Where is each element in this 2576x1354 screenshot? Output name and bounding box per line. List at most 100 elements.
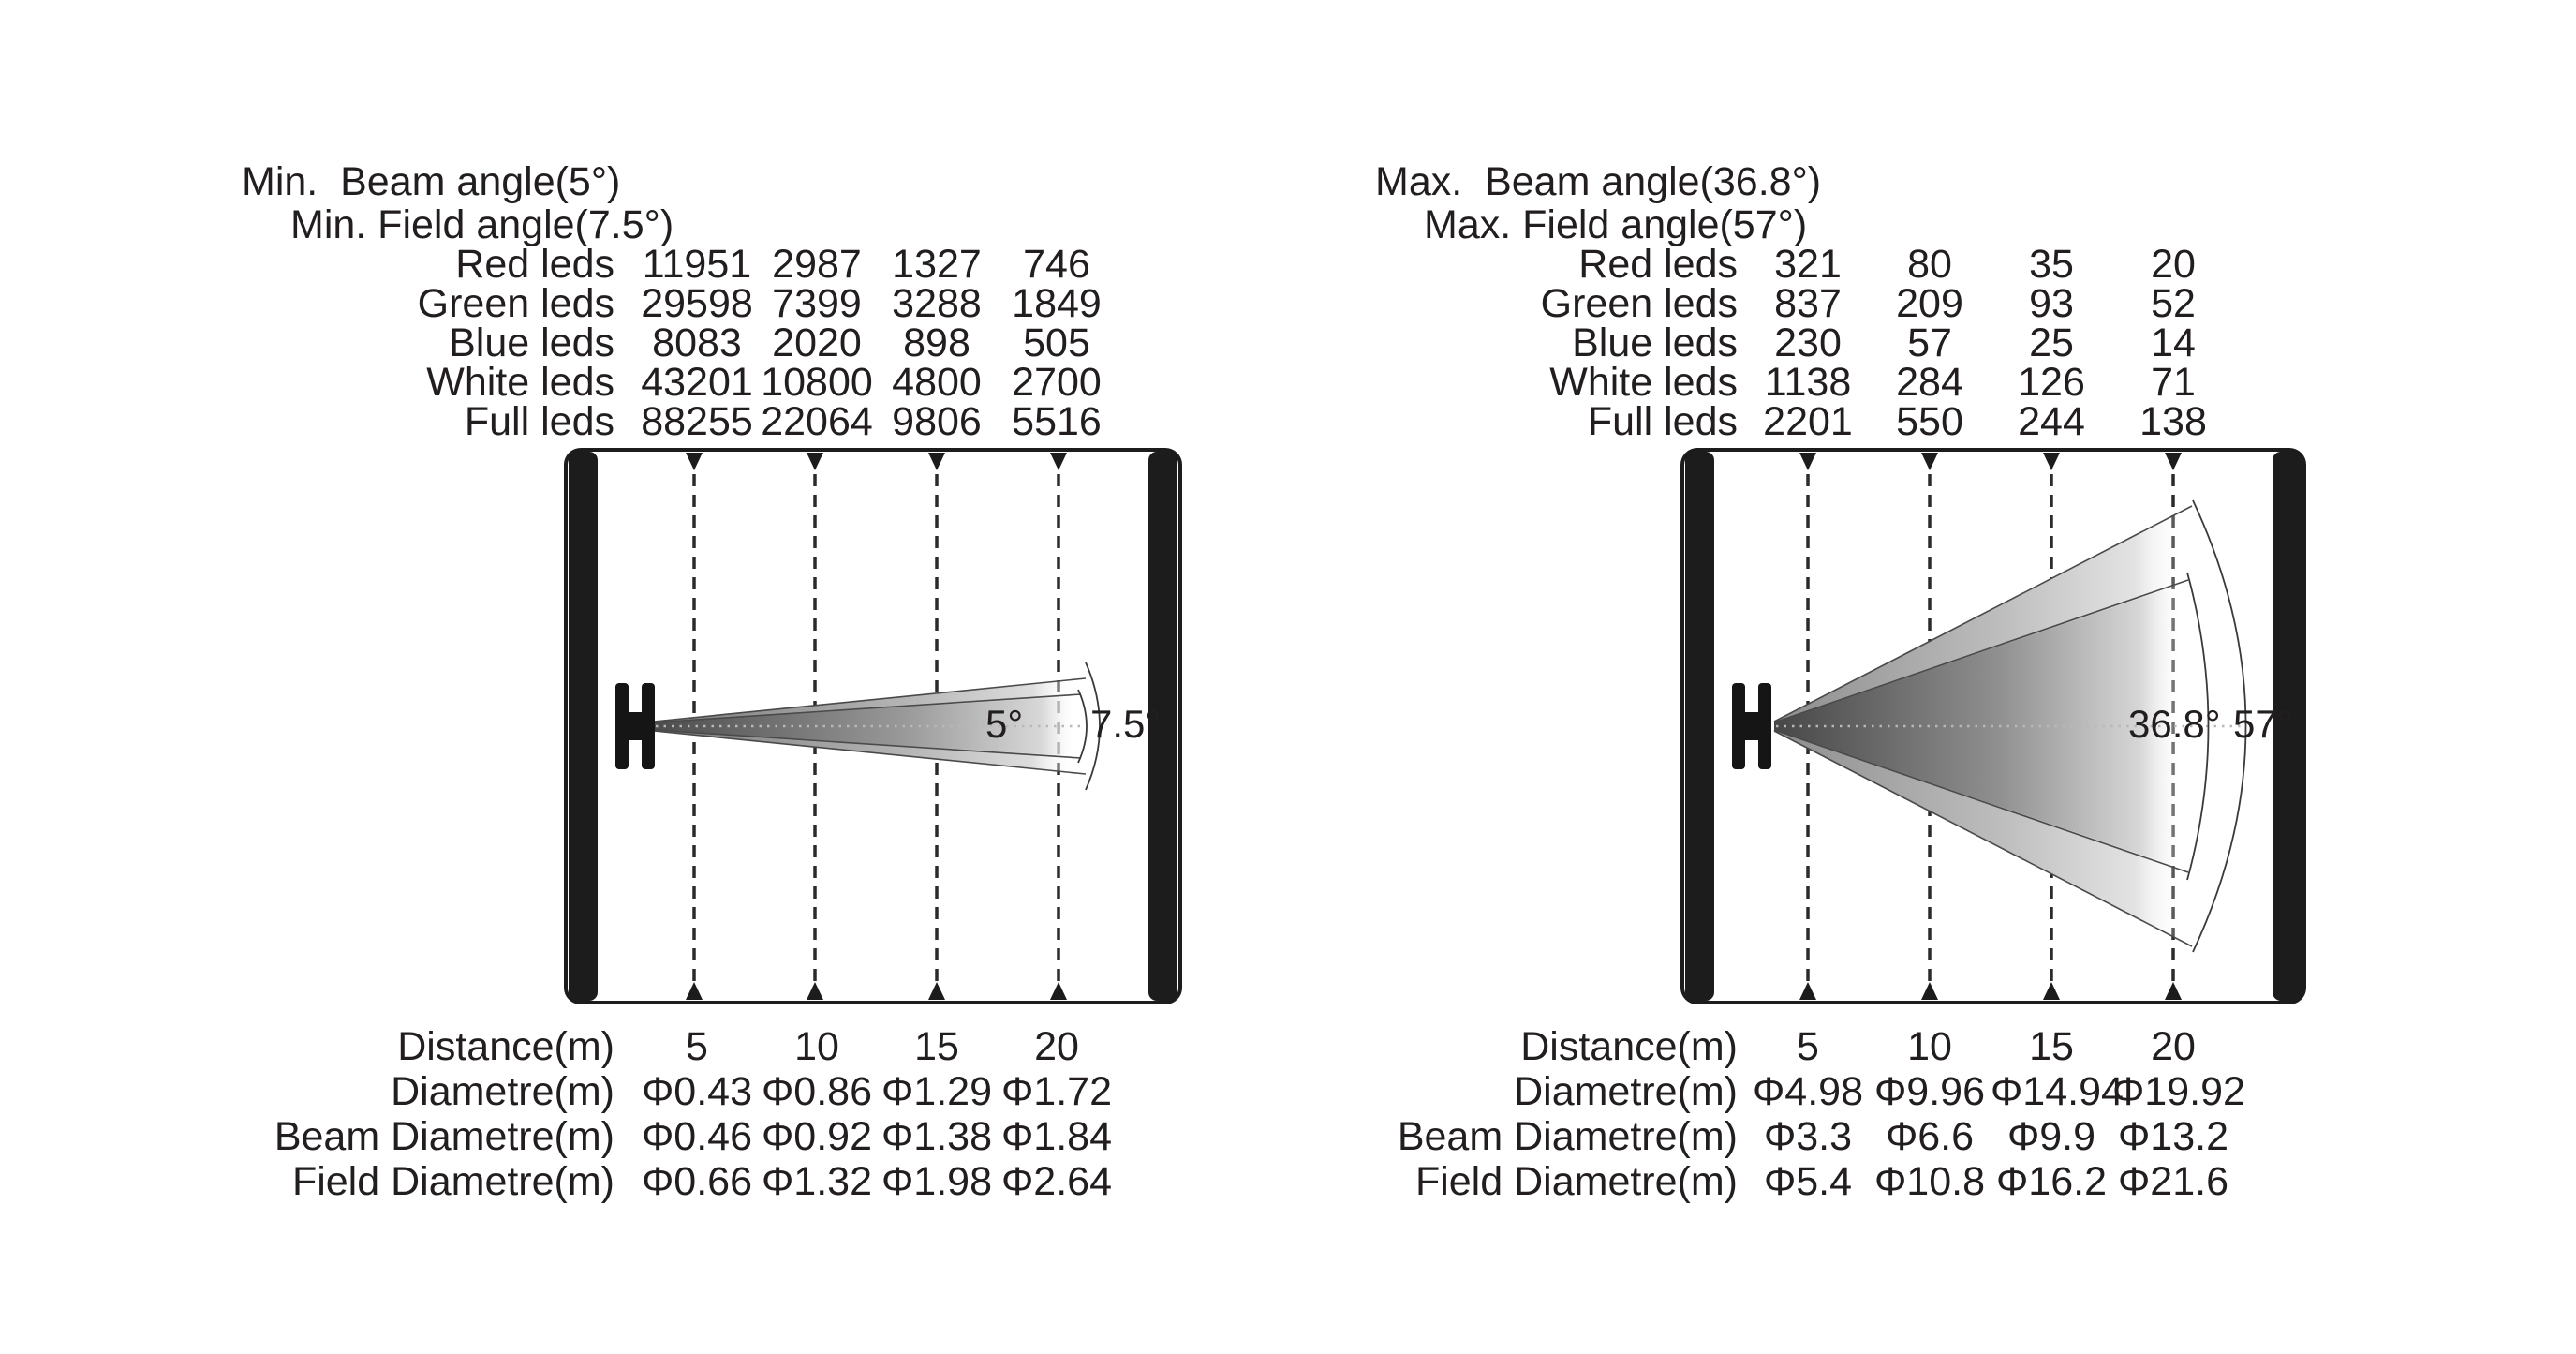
- led-row-label: Full leds: [464, 399, 614, 444]
- lux-value: 20: [2151, 242, 2196, 287]
- angle-arcs: [1077, 662, 1101, 791]
- lux-value: 2020: [772, 320, 862, 365]
- right-wall-bar: [1148, 452, 1177, 1001]
- diametre-value: Φ0.43: [642, 1069, 752, 1114]
- max-beam-angle-label: 36.8°: [2128, 702, 2221, 746]
- led-row-blue: Blue leds 230 57 25 14: [1323, 320, 2234, 365]
- min-distance-table: Distance(m) 5 10 15 20 Diametre(m) Φ0.43 Φ0.86…: [212, 1024, 1117, 1204]
- diametre-value: Φ19.92: [2112, 1069, 2245, 1114]
- lux-value: 22064: [761, 399, 873, 444]
- led-row-label: Blue leds: [1572, 320, 1738, 365]
- field-diametre-row-label: Field Diametre(m): [1414, 1159, 1738, 1204]
- beam-diametre-row-label: Beam Diametre(m): [274, 1114, 614, 1159]
- beam-diametre-value: Φ3.3: [1763, 1114, 1853, 1159]
- field-diametre-value: Φ16.2: [1996, 1159, 2107, 1204]
- lux-value: 10800: [761, 360, 873, 405]
- diametre-row: Diametre(m) Φ0.43 Φ0.86 Φ1.29 Φ1.72: [212, 1069, 1117, 1114]
- led-row-white: White leds 43201 10800 4800 2700: [212, 360, 1117, 405]
- lux-value: 25: [2029, 320, 2074, 365]
- beam-diametre-value: Φ0.92: [762, 1114, 872, 1159]
- lux-value: 550: [1896, 399, 1963, 444]
- beam-angle-arc: [1077, 689, 1088, 764]
- beam-diametre-row: Beam Diametre(m) Φ3.3 Φ6.6 Φ9.9 Φ13.2: [1323, 1114, 2234, 1159]
- distance-value: 10: [1907, 1024, 1952, 1069]
- lux-value: 93: [2029, 281, 2074, 326]
- lux-value: 7399: [772, 281, 862, 326]
- lux-value: 138: [2139, 399, 2207, 444]
- cone-edges: [653, 677, 1087, 775]
- field-diametre-value: Φ10.8: [1874, 1159, 1985, 1204]
- lux-value: 5516: [1012, 399, 1102, 444]
- lux-value: 80: [1907, 242, 1952, 287]
- beam-diametre-value: Φ0.46: [642, 1114, 752, 1159]
- beam-diametre-value: Φ6.6: [1885, 1114, 1975, 1159]
- lux-value: 126: [2018, 360, 2085, 405]
- left-wall-bar: [1685, 452, 1714, 1001]
- min-led-table: Red leds 11951 2987 1327 746 Green leds 29598…: [212, 242, 1117, 444]
- lux-value: 2201: [1763, 399, 1853, 444]
- led-row-label: White leds: [1549, 360, 1738, 405]
- lux-value: 898: [903, 320, 970, 365]
- led-row-red: Red leds 11951 2987 1327 746: [212, 242, 1117, 287]
- led-row-blue: Blue leds 8083 2020 898 505: [212, 320, 1117, 365]
- max-beam-title: Max. Beam angle(36.8°): [1375, 159, 1822, 204]
- distance-row-label: Distance(m): [397, 1024, 614, 1069]
- lux-value: 1138: [1764, 360, 1852, 405]
- diametre-value: Φ0.86: [762, 1069, 872, 1114]
- max-distance-table: Distance(m) 5 10 15 20 Diametre(m) Φ4.98 Φ9.96…: [1323, 1024, 2245, 1204]
- max-field-title: Max. Field angle(57°): [1424, 202, 1808, 247]
- diametre-row-label: Diametre(m): [391, 1069, 614, 1114]
- gridline-ticks: [1799, 453, 2182, 1000]
- lux-value: 244: [2018, 399, 2085, 444]
- beam-diametre-value: Φ13.2: [2118, 1114, 2228, 1159]
- lux-value: 1327: [892, 242, 982, 287]
- distance-value: 5: [1797, 1024, 1819, 1069]
- lux-value: 837: [1774, 281, 1842, 326]
- diametre-value: Φ14.94: [1991, 1069, 2124, 1114]
- diametre-value: Φ1.72: [1001, 1069, 1112, 1114]
- diametre-value: Φ9.96: [1874, 1069, 1985, 1114]
- field-angle-arc: [2192, 499, 2247, 953]
- lux-value: 3288: [892, 281, 982, 326]
- min-field-title: Min. Field angle(7.5°): [290, 202, 674, 247]
- beam-diametre-value: Φ1.38: [881, 1114, 992, 1159]
- left-wall-bar: [569, 452, 598, 1001]
- lux-value: 746: [1023, 242, 1090, 287]
- diametre-row-label: Diametre(m): [1514, 1069, 1738, 1114]
- distance-value: 15: [914, 1024, 959, 1069]
- min-beam-title: Min. Beam angle(5°): [242, 159, 621, 204]
- beam-diametre-value: Φ1.84: [1001, 1114, 1112, 1159]
- lux-value: 88255: [641, 399, 753, 444]
- distance-value: 5: [686, 1024, 708, 1069]
- led-row-red: Red leds 321 80 35 20: [1323, 242, 2234, 287]
- cone-edges: [1773, 505, 2193, 947]
- field-angle-arc: [1085, 662, 1101, 791]
- lux-value: 43201: [641, 360, 753, 405]
- lux-value: 2987: [772, 242, 862, 287]
- distance-row: Distance(m) 5 10 15 20: [212, 1024, 1117, 1069]
- led-row-label: Blue leds: [449, 320, 614, 365]
- diametre-value: Φ1.29: [881, 1069, 992, 1114]
- lux-value: 284: [1896, 360, 1963, 405]
- field-diametre-value: Φ2.64: [1001, 1159, 1112, 1204]
- field-diametre-row-label: Field Diametre(m): [291, 1159, 614, 1204]
- lux-value: 2700: [1012, 360, 1102, 405]
- beam-diametre-row-label: Beam Diametre(m): [1397, 1114, 1738, 1159]
- led-row-label: Full leds: [1587, 399, 1738, 444]
- lux-value: 14: [2151, 320, 2196, 365]
- fixture-icon: [615, 683, 655, 769]
- distance-row: Distance(m) 5 10 15 20: [1323, 1024, 2234, 1069]
- led-row-label: Red leds: [1578, 242, 1738, 287]
- field-diametre-value: Φ5.4: [1763, 1159, 1853, 1204]
- max-led-table: Red leds 321 80 35 20 Green leds 837 209 93 52 B…: [1323, 242, 2234, 444]
- led-row-full: Full leds 2201 550 244 138: [1323, 399, 2234, 444]
- lux-value: 209: [1896, 281, 1963, 326]
- beam-diametre-value: Φ9.9: [2006, 1114, 2096, 1159]
- distance-value: 10: [794, 1024, 839, 1069]
- lux-value: 505: [1023, 320, 1090, 365]
- led-row-full: Full leds 88255 22064 9806 5516: [212, 399, 1117, 444]
- diametre-value: Φ4.98: [1753, 1069, 1863, 1114]
- beam-diametre-row: Beam Diametre(m) Φ0.46 Φ0.92 Φ1.38 Φ1.84: [212, 1114, 1117, 1159]
- lux-value: 230: [1774, 320, 1842, 365]
- led-row-label: Green leds: [1540, 281, 1738, 326]
